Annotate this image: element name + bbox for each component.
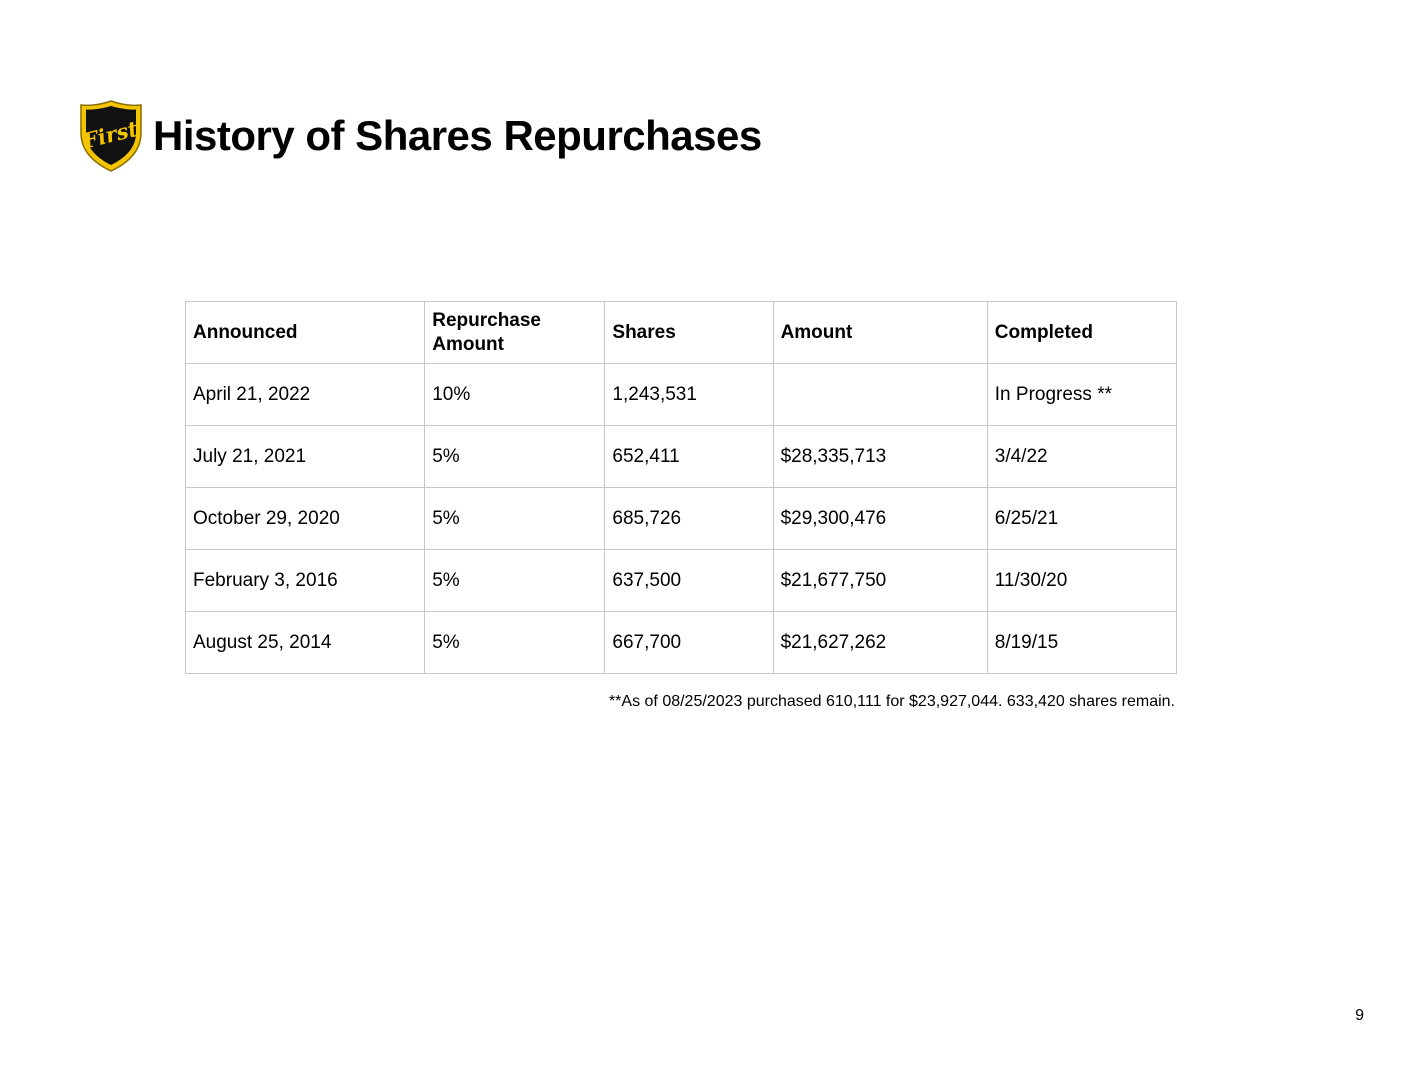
cell-repurchase-amount: 10% [424, 363, 606, 426]
column-header-announced: Announced [184, 301, 426, 364]
company-shield-logo: First [79, 100, 142, 172]
cell-completed: 6/25/21 [986, 487, 1178, 550]
cell-shares: 637,500 [604, 549, 774, 612]
page-title: History of Shares Repurchases [153, 112, 762, 159]
cell-announced: April 21, 2022 [184, 363, 426, 426]
cell-repurchase-amount: 5% [424, 425, 606, 488]
cell-completed: 8/19/15 [986, 611, 1178, 674]
cell-announced: February 3, 2016 [184, 549, 426, 612]
column-header-shares: Shares [604, 301, 774, 364]
cell-completed: 3/4/22 [986, 425, 1178, 488]
cell-shares: 685,726 [604, 487, 774, 550]
repurchase-history-table: Announced Repurchase Amount Shares Amoun… [184, 301, 1178, 674]
cell-amount: $28,335,713 [772, 425, 988, 488]
cell-amount: $29,300,476 [772, 487, 988, 550]
cell-repurchase-amount: 5% [424, 611, 606, 674]
table-row: February 3, 2016 5% 637,500 $21,677,750 … [184, 549, 1178, 612]
column-header-repurchase-amount: Repurchase Amount [424, 301, 606, 364]
cell-repurchase-amount: 5% [424, 487, 606, 550]
table-row: April 21, 2022 10% 1,243,531 In Progress… [184, 363, 1178, 426]
cell-shares: 652,411 [604, 425, 774, 488]
column-header-amount: Amount [772, 301, 988, 364]
cell-announced: August 25, 2014 [184, 611, 426, 674]
column-header-completed: Completed [986, 301, 1178, 364]
cell-announced: July 21, 2021 [184, 425, 426, 488]
table-row: October 29, 2020 5% 685,726 $29,300,476 … [184, 487, 1178, 550]
cell-repurchase-amount: 5% [424, 549, 606, 612]
slide-header: First History of Shares Repurchases [78, 98, 762, 174]
cell-completed: 11/30/20 [986, 549, 1178, 612]
footnote: **As of 08/25/2023 purchased 610,111 for… [608, 693, 1175, 710]
table-row: August 25, 2014 5% 667,700 $21,627,262 8… [184, 611, 1178, 674]
cell-completed: In Progress ** [986, 363, 1178, 426]
cell-announced: October 29, 2020 [184, 487, 426, 550]
page-number: 9 [1355, 1007, 1364, 1024]
cell-amount: $21,627,262 [772, 611, 988, 674]
table-header-row: Announced Repurchase Amount Shares Amoun… [184, 301, 1178, 364]
cell-shares: 1,243,531 [604, 363, 774, 426]
cell-amount: $21,677,750 [772, 549, 988, 612]
cell-shares: 667,700 [604, 611, 774, 674]
table-row: July 21, 2021 5% 652,411 $28,335,713 3/4… [184, 425, 1178, 488]
cell-amount [772, 363, 988, 426]
